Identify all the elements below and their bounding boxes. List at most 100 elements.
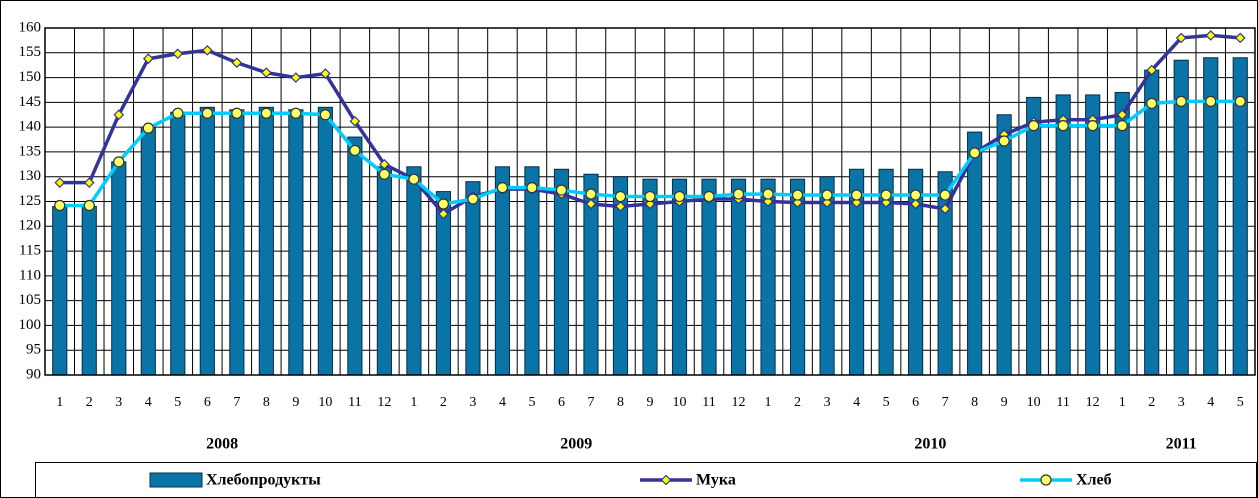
bar [140,126,156,376]
x-tick-label: 1 [1119,395,1126,410]
marker [83,199,95,212]
marker [880,197,892,208]
marker [1146,97,1158,109]
marker [850,189,863,201]
year-label: 2009 [560,436,592,453]
y-tick-label: 160 [19,19,42,35]
year-label: 2008 [206,436,238,453]
marker [526,182,538,194]
x-tick-label: 12 [732,395,746,410]
bar [465,181,481,376]
x-tick-label: 3 [115,395,122,410]
bar [52,205,68,376]
x-tick-label: 12 [1086,395,1100,410]
bar [760,178,776,376]
marker [1087,120,1099,132]
x-tick-label: 7 [233,395,240,410]
bar [1114,91,1130,376]
x-tick-label: 12 [377,395,391,410]
marker [113,156,125,168]
marker [880,189,892,201]
bar [317,106,333,376]
y-tick-label: 130 [19,168,42,184]
marker [54,199,66,212]
bar [376,166,392,376]
x-tick-label: 1 [410,395,417,410]
bar [494,166,511,376]
marker [467,193,479,205]
x-tick-label: 5 [1237,395,1244,410]
legend-label: Хлебопродукты [206,472,321,489]
bar [553,168,570,376]
y-tick-label: 90 [26,366,41,382]
marker [231,57,243,69]
marker [1175,32,1187,44]
year-label: 2010 [914,436,946,453]
marker [585,198,597,210]
y-tick-label: 95 [26,342,41,358]
y-tick-label: 125 [19,193,42,209]
x-tick-label: 8 [971,395,978,410]
x-tick-label: 11 [348,395,361,410]
bar [1173,59,1189,376]
marker [614,190,627,203]
marker [585,188,597,200]
marker [290,107,302,119]
marker [378,168,390,180]
marker [1205,30,1217,41]
x-tick-label: 8 [263,395,270,410]
marker [496,182,509,194]
y-tick-label: 150 [19,69,42,85]
y-tick-label: 110 [19,267,41,283]
bar [967,131,983,376]
x-tick-label: 10 [318,395,332,410]
marker [1234,32,1246,44]
x-tick-label: 6 [558,395,565,410]
marker [349,144,361,157]
marker [703,190,715,203]
bar [111,161,127,376]
marker [660,474,672,486]
x-tick-label: 6 [204,395,211,410]
x-tick-label: 11 [702,395,715,410]
marker [644,190,656,203]
marker [113,109,125,121]
x-tick-label: 7 [587,395,594,410]
bar [258,106,274,376]
y-tick-label: 155 [19,44,42,60]
marker [1057,120,1069,132]
bar [347,136,363,376]
bar [1026,96,1042,376]
marker [644,198,656,210]
bar [524,166,540,376]
x-tick-label: 4 [853,395,860,410]
marker [172,48,184,60]
x-tick-label: 11 [1056,395,1069,410]
bar [406,166,422,376]
marker [54,177,66,189]
marker [939,203,951,215]
y-tick-label: 135 [19,143,42,159]
legend-label: Хлеб [1076,472,1112,489]
bar [671,178,688,376]
marker [201,107,213,119]
x-tick-label: 4 [145,395,152,410]
marker [969,147,981,159]
marker [1205,95,1217,107]
marker [939,189,951,201]
marker [555,184,568,196]
marker [408,173,420,185]
marker [732,188,745,200]
x-tick-label: 4 [1207,395,1214,410]
marker [1175,95,1187,107]
y-tick-label: 140 [19,119,42,135]
marker [1234,95,1246,107]
x-tick-label: 8 [617,395,624,410]
x-tick-label: 9 [292,395,299,410]
x-tick-label: 10 [673,395,687,410]
x-tick-label: 5 [174,395,181,410]
marker [615,201,626,212]
x-tick-label: 3 [824,395,831,410]
x-tick-label: 3 [1178,395,1185,410]
